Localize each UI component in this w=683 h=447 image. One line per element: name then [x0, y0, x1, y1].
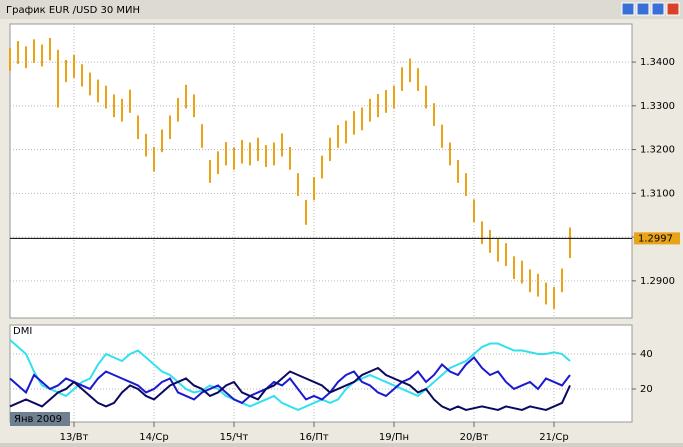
window-buttons[interactable]	[621, 2, 680, 16]
y-tick-label: 1.3400	[640, 57, 675, 68]
dmi-line	[9, 339, 571, 412]
maximize-button[interactable]	[651, 2, 665, 16]
x-tick-label: 20/Вт	[460, 432, 489, 443]
last-price-box	[634, 232, 680, 245]
y-tick-label: 1.2900	[640, 276, 675, 287]
period-box	[10, 412, 70, 426]
x-tick-label: 19/Пн	[379, 432, 409, 443]
close-button[interactable]	[666, 2, 680, 16]
y-tick-label: 1.3300	[640, 101, 675, 112]
y-tick-label: 40	[640, 349, 653, 360]
dmi-line	[9, 356, 571, 405]
dmi-panel	[9, 324, 633, 423]
dmi-title: DMI	[13, 326, 32, 337]
last-price-label: 1.2997	[638, 233, 673, 244]
y-tick-label: 1.3100	[640, 188, 675, 199]
x-tick-label: 13/Вт	[60, 432, 89, 443]
window-title: График EUR /USD 30 МИН	[6, 5, 140, 16]
x-tick-label: 21/Ср	[539, 432, 568, 443]
title-bar	[0, 0, 683, 19]
period-label: Янв 2009	[14, 414, 62, 425]
x-tick-label: 14/Ср	[139, 432, 168, 443]
minimize-button[interactable]	[621, 2, 635, 16]
y-tick-label: 20	[640, 384, 653, 395]
x-tick-label: 15/Чт	[220, 432, 249, 443]
y-tick-label: 1.3200	[640, 145, 675, 156]
dmi-line	[9, 366, 571, 412]
restore-button[interactable]	[636, 2, 650, 16]
x-tick-label: 16/Пт	[299, 432, 329, 443]
